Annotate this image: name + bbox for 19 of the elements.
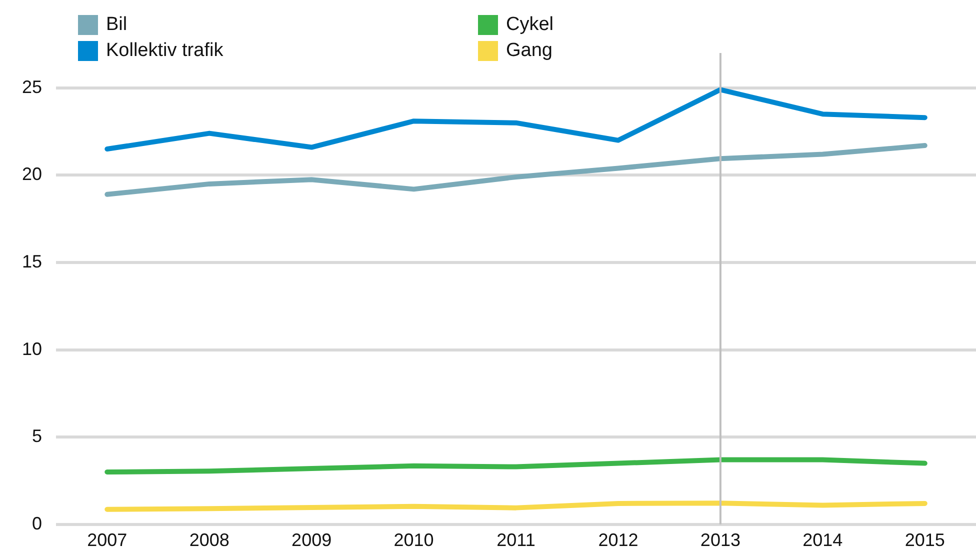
y-tick-label: 25 [22,76,42,97]
legend-label: Kollektiv trafik [106,40,224,62]
y-tick-label: 20 [22,164,42,184]
x-tick-label: 2008 [189,530,230,550]
y-tick-label: 5 [32,426,42,446]
x-tick-label: 2015 [904,530,945,550]
y-tick-label: 10 [22,338,42,359]
x-tick-label: 2011 [496,530,536,550]
x-tick-label: 2012 [598,530,638,550]
x-tick-label: 2014 [802,530,843,550]
x-tick-label: 2009 [292,530,332,550]
y-tick-label: 15 [22,251,42,272]
legend-label: Bil [106,14,128,36]
x-tick-label: 2007 [87,530,128,550]
x-tick-label: 2010 [394,530,434,550]
legend-label: Gang [506,40,552,62]
legend-label: Cykel [506,14,554,36]
y-tick-label: 0 [32,513,42,534]
x-tick-label: 2013 [700,530,740,550]
